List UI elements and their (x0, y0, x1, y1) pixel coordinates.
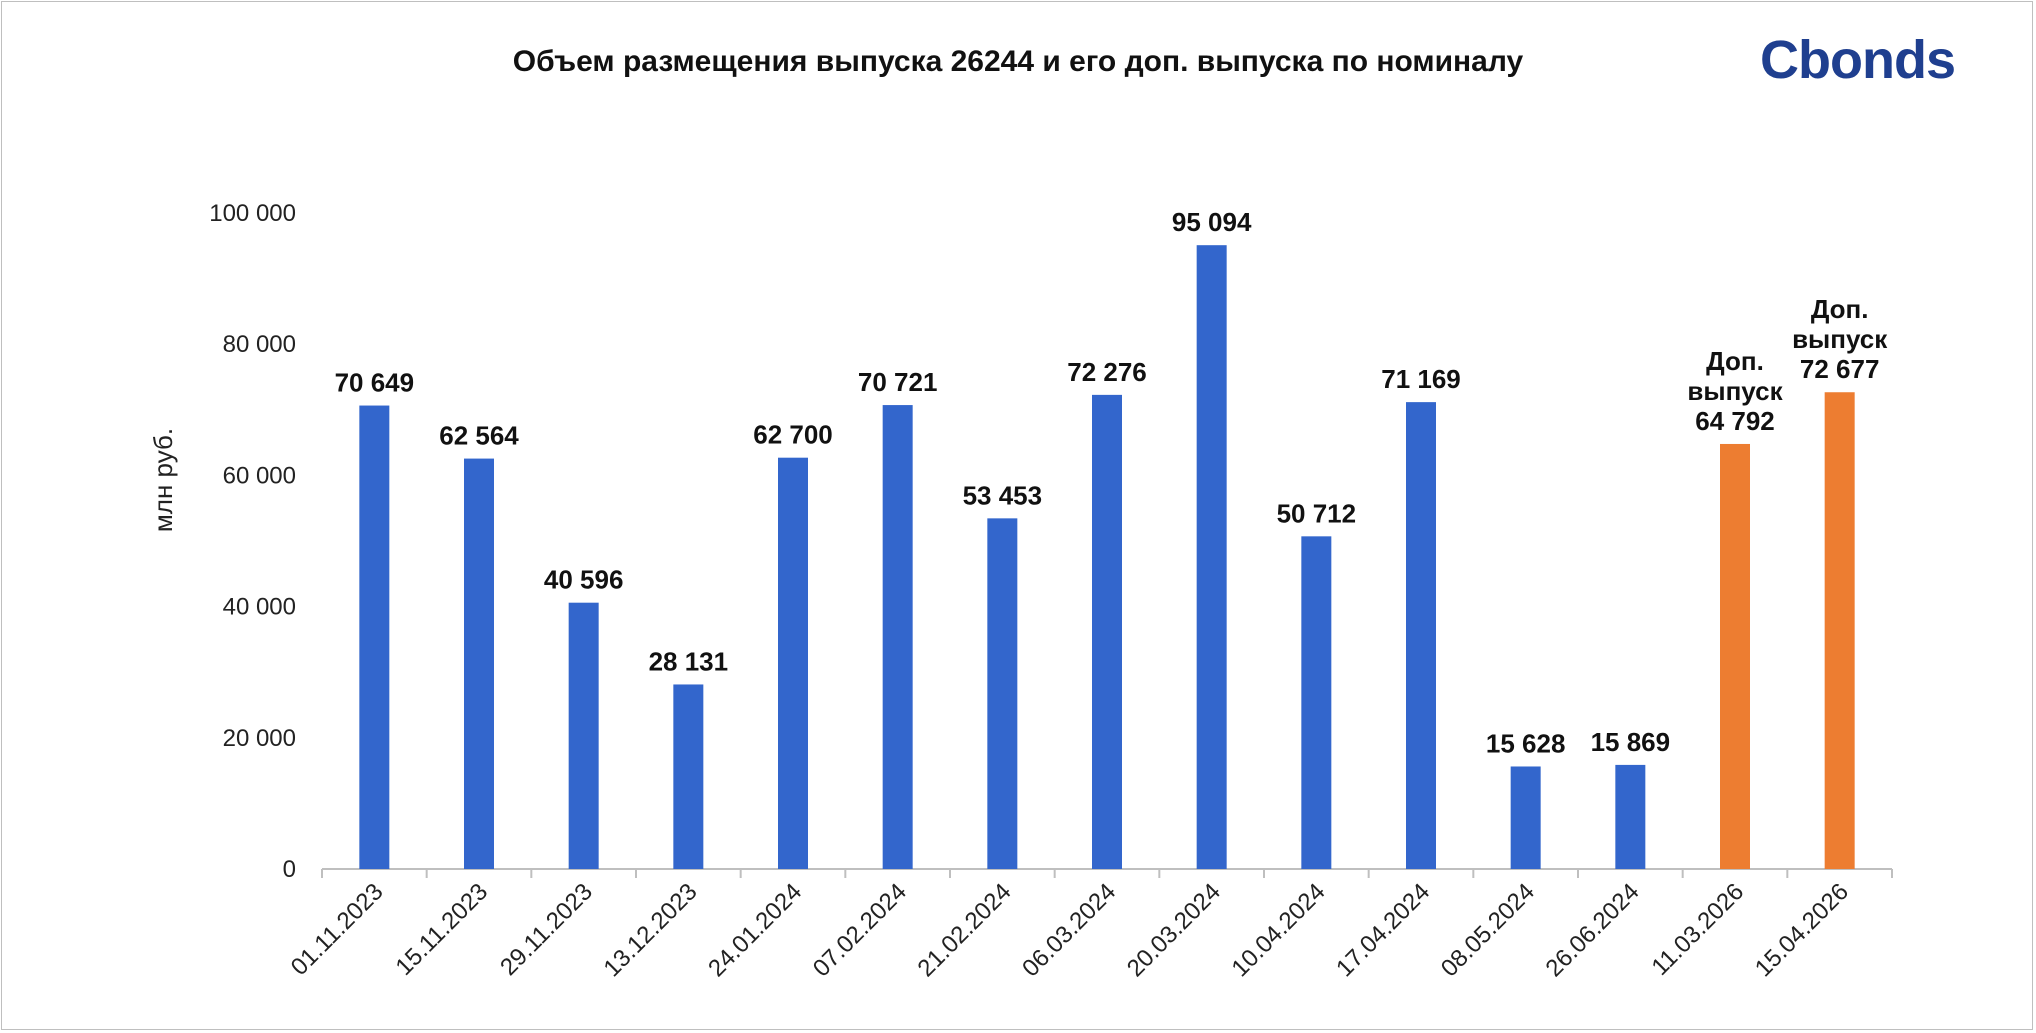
bar (359, 405, 390, 869)
x-tick-label: 08.05.2024 (1436, 878, 1540, 982)
bar (778, 457, 808, 869)
data-label: 72 276 (1067, 357, 1147, 387)
data-label: 28 131 (649, 646, 729, 676)
data-label: 15 628 (1486, 728, 1566, 758)
data-label: 71 169 (1381, 364, 1461, 394)
data-label: 64 792 (1695, 406, 1775, 436)
y-tick-label: 60 000 (223, 462, 296, 489)
data-label: выпуск (1792, 324, 1888, 354)
bar (1406, 402, 1436, 869)
bar (673, 684, 704, 869)
data-label: 72 677 (1800, 354, 1880, 384)
cbonds-logo: Cbonds (1760, 30, 1956, 90)
bar (987, 518, 1018, 869)
bar (464, 458, 494, 869)
chart-title: Объем размещения выпуска 26244 и его доп… (512, 45, 1524, 78)
data-label: 53 453 (963, 480, 1043, 510)
bar (1301, 536, 1332, 869)
y-tick-label: 100 000 (209, 200, 296, 227)
bar (1615, 764, 1646, 869)
data-label: 70 721 (858, 367, 938, 397)
x-tick-label: 26.06.2024 (1541, 878, 1645, 982)
y-tick-label: 20 000 (223, 725, 296, 752)
data-label: Доп. (1706, 346, 1764, 376)
bar (568, 602, 599, 869)
data-label: выпуск (1687, 376, 1783, 406)
bar (1092, 394, 1122, 869)
y-tick-label: 80 000 (223, 331, 296, 358)
x-tick-label: 24.01.2024 (703, 878, 807, 982)
x-tick-label: 01.11.2023 (286, 878, 389, 981)
cbonds-logo-text: Cbonds (1760, 30, 1956, 90)
x-tick-label: 20.03.2024 (1122, 878, 1226, 982)
data-label: 15 869 (1591, 727, 1671, 757)
bar (1720, 443, 1750, 869)
x-tick-label: 15.04.2026 (1750, 878, 1854, 982)
bar (1824, 392, 1855, 869)
data-label: 50 712 (1277, 498, 1357, 528)
y-axis-label: млн руб. (148, 428, 178, 532)
x-tick-label: 17.04.2024 (1331, 878, 1435, 982)
y-tick-label: 40 000 (223, 594, 296, 621)
data-label: 62 700 (753, 420, 833, 450)
data-label: 62 564 (439, 421, 519, 451)
data-label: Доп. (1811, 294, 1869, 324)
data-label: 70 649 (335, 368, 415, 398)
x-tick-label: 07.02.2024 (808, 878, 912, 982)
bar (1196, 245, 1227, 870)
data-label: 40 596 (544, 565, 624, 595)
y-tick-label: 0 (283, 856, 296, 883)
x-tick-label: 21.02.2024 (913, 878, 1017, 982)
x-tick-label: 10.04.2024 (1227, 878, 1331, 982)
x-tick-label: 29.11.2023 (495, 878, 598, 981)
x-tick-label: 11.03.2026 (1646, 878, 1749, 981)
x-tick-label: 06.03.2024 (1017, 878, 1121, 982)
bar (882, 405, 913, 869)
x-tick-label: 15.11.2023 (390, 878, 493, 981)
bar (1510, 766, 1541, 869)
x-tick-label: 13.12.2023 (599, 878, 703, 982)
data-label: 95 094 (1172, 207, 1252, 237)
